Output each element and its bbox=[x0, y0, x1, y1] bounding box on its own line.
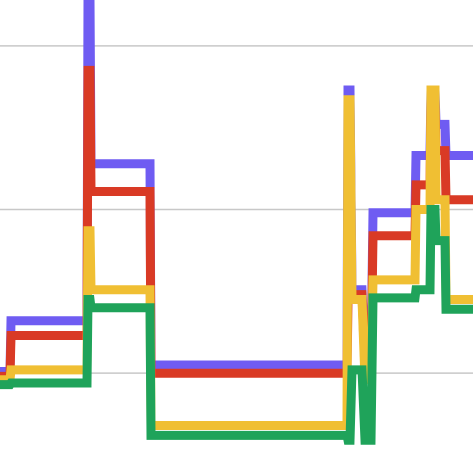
series-line bbox=[0, 0, 473, 376]
series-line bbox=[0, 85, 473, 430]
series-line bbox=[0, 65, 473, 381]
series-line bbox=[0, 205, 473, 445]
